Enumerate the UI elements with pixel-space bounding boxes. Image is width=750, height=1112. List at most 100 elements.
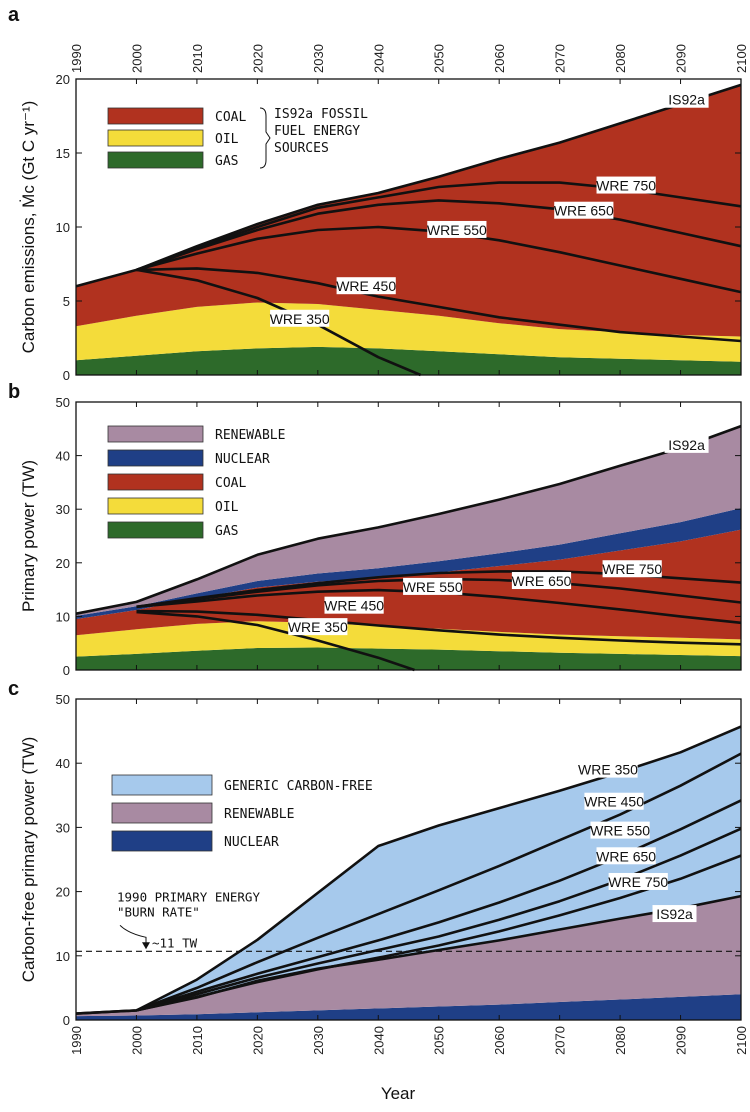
x-tick-label: 1990 — [69, 1026, 84, 1055]
legend-swatch-nuclear — [107, 449, 204, 467]
x-tick-label: 2040 — [371, 44, 386, 73]
x-tick-label: 2030 — [311, 1026, 326, 1055]
curve-label-box — [596, 847, 656, 865]
curve-label-wre-550: WRE 550 — [590, 823, 650, 839]
x-tick-label: 2100 — [734, 44, 749, 73]
legend-bracket-label: FUEL ENERGY — [274, 124, 360, 139]
curve-label-box — [288, 618, 348, 636]
x-tick-label: 2050 — [432, 44, 447, 73]
legend-bracket-label: IS92a FOSSIL — [274, 107, 368, 122]
panel-a: IS92a WRE 750 WRE 650 WRE 550 WRE 450 WRE 350… — [8, 4, 749, 383]
y-tick-label: 0 — [63, 368, 70, 383]
legend-swatch-nuclear — [111, 830, 213, 852]
panel-c: 1990 PRIMARY ENERGY"BURN RATE" ~11 TW WRE … — [8, 678, 749, 1055]
legend-label-renewable: RENEWABLE — [215, 428, 285, 443]
curve-label-box — [554, 201, 614, 219]
panel-b: IS92a WRE 750 WRE 650 WRE 550 WRE 450 WRE 350… — [8, 381, 742, 678]
reference-value-label: ~11 TW — [152, 935, 198, 950]
x-tick-label: 1990 — [69, 44, 84, 73]
legend-bracket — [259, 107, 271, 169]
legend-swatch-gas — [107, 521, 204, 539]
y-tick-label: 10 — [56, 609, 70, 624]
x-tick-label: 2090 — [674, 44, 689, 73]
curve-label-box — [584, 792, 644, 810]
y-tick-label: 40 — [56, 449, 70, 464]
area-oil — [76, 621, 741, 657]
curve-label-wre-350: WRE 350 — [288, 619, 348, 635]
curve-label-wre-450: WRE 450 — [584, 794, 644, 810]
x-tick-label: 2060 — [492, 1026, 507, 1055]
area-nuclear — [76, 508, 741, 620]
legend-swatch-oil — [107, 497, 204, 515]
y-tick-label: 0 — [63, 1013, 70, 1028]
legend-label-oil: OIL — [215, 500, 239, 515]
area-coal — [76, 84, 741, 337]
x-tick-label: 2010 — [190, 1026, 205, 1055]
legend-bracket-label: SOURCES — [274, 141, 329, 156]
reference-label-line: 1990 PRIMARY ENERGY — [117, 889, 260, 904]
curve-label-wre-450: WRE 450 — [324, 598, 384, 614]
reference-label-line: "BURN RATE" — [117, 904, 200, 919]
curve-label-box — [664, 435, 709, 453]
plot-frame — [75, 401, 742, 671]
x-tick-label: 2040 — [371, 1026, 386, 1055]
curve-label-wre-350: WRE 350 — [578, 762, 638, 778]
curve-is92a — [75, 894, 742, 1015]
curve-is92a — [75, 424, 742, 615]
curve-label-wre-650: WRE 650 — [596, 848, 656, 864]
legend-label-nuclear: NUCLEAR — [224, 835, 279, 850]
curve-wre-650 — [136, 827, 742, 1012]
x-tick-label: 2030 — [311, 44, 326, 73]
y-tick-label: 10 — [56, 220, 70, 235]
curve-label-wre-650: WRE 650 — [512, 573, 572, 589]
y-tick-label: 20 — [56, 556, 70, 571]
panel-label: b — [8, 381, 20, 403]
x-tick-label: 2080 — [613, 44, 628, 73]
x-axis-label: Year — [381, 1084, 416, 1103]
curve-wre-450 — [136, 267, 742, 343]
legend-label-gas: GAS — [215, 524, 238, 539]
y-tick-label: 20 — [56, 885, 70, 900]
legend-label-coal: COAL — [215, 476, 246, 491]
x-tick-label: 2000 — [129, 44, 144, 73]
legend-label-renewable: RENEWABLE — [224, 807, 294, 822]
curve-wre-350 — [136, 610, 415, 672]
curve-label-wre-750: WRE 750 — [608, 874, 668, 890]
curve-label-box — [664, 90, 709, 108]
curve-label-is92a: IS92a — [668, 437, 705, 453]
curve-label-box — [578, 760, 638, 778]
reference-arrow — [119, 924, 147, 948]
area-oil — [76, 302, 741, 362]
legend-label-generic-carbon-free: GENERIC CARBON-FREE — [224, 779, 373, 794]
area-gas — [76, 346, 741, 375]
curve-label-box — [608, 872, 668, 890]
reference-arrowhead — [142, 942, 150, 950]
area-generic-carbon-free — [76, 726, 741, 1014]
x-tick-label: 2020 — [250, 1026, 265, 1055]
curve-label-box — [336, 277, 396, 295]
curve-label-box — [427, 220, 487, 238]
legend-swatch-renewable — [111, 802, 213, 824]
y-tick-label: 15 — [56, 146, 70, 161]
x-tick-label: 2000 — [129, 1026, 144, 1055]
y-axis-label: Primary power (TW) — [19, 460, 38, 612]
x-tick-label: 2100 — [734, 1026, 749, 1055]
panel-label: c — [8, 678, 19, 700]
legend-label-oil: OIL — [215, 132, 239, 147]
x-tick-label: 2070 — [553, 44, 568, 73]
curve-wre-650 — [136, 199, 742, 272]
curve-label-box — [324, 596, 384, 614]
legend-swatch-renewable — [107, 425, 204, 443]
legend-swatch-generic-carbon-free — [111, 774, 213, 796]
y-tick-label: 50 — [56, 692, 70, 707]
x-tick-label: 2070 — [553, 1026, 568, 1055]
x-tick-label: 2050 — [432, 1026, 447, 1055]
y-tick-label: 10 — [56, 949, 70, 964]
legend-swatch-coal — [107, 107, 204, 125]
y-axis-label: Carbon emissions, Ṁc (Gt C yr⁻¹) — [19, 101, 38, 354]
x-tick-label: 2060 — [492, 44, 507, 73]
curve-label-box — [511, 572, 572, 590]
curve-label-wre-350: WRE 350 — [270, 311, 330, 327]
plot-frame — [75, 698, 742, 1021]
